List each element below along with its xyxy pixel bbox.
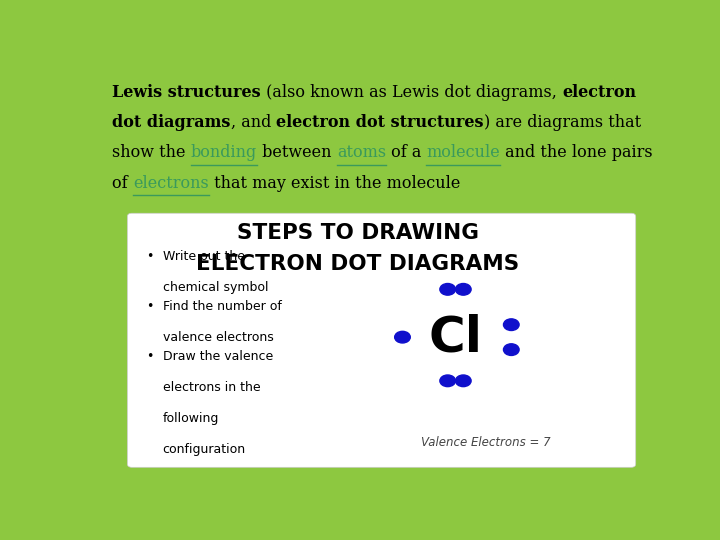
Text: valence electrons: valence electrons [163, 331, 274, 344]
Text: electron: electron [562, 84, 636, 100]
Text: of: of [112, 174, 133, 192]
Text: STEPS TO DRAWING: STEPS TO DRAWING [237, 223, 479, 243]
Text: •: • [145, 349, 153, 363]
Text: dot diagrams: dot diagrams [112, 114, 230, 131]
Text: molecule: molecule [426, 144, 500, 161]
Text: electron dot structures: electron dot structures [276, 114, 484, 131]
Text: between: between [257, 144, 337, 161]
Text: (also known as Lewis dot diagrams,: (also known as Lewis dot diagrams, [261, 84, 562, 100]
Circle shape [456, 375, 471, 387]
Text: ) are diagrams that: ) are diagrams that [484, 114, 641, 131]
Text: ELECTRON DOT DIAGRAMS: ELECTRON DOT DIAGRAMS [197, 254, 519, 274]
Circle shape [503, 319, 519, 330]
Circle shape [440, 375, 456, 387]
Text: •: • [145, 300, 153, 313]
FancyBboxPatch shape [127, 213, 636, 467]
Text: of a: of a [386, 144, 426, 161]
Text: bonding: bonding [191, 144, 257, 161]
Text: electrons in the: electrons in the [163, 381, 260, 394]
Text: •: • [145, 250, 153, 263]
Text: , and: , and [230, 114, 276, 131]
Text: Valence Electrons = 7: Valence Electrons = 7 [421, 436, 551, 449]
Text: that may exist in the molecule: that may exist in the molecule [209, 174, 460, 192]
Circle shape [456, 284, 471, 295]
Circle shape [503, 344, 519, 355]
Text: chemical symbol: chemical symbol [163, 281, 268, 294]
Text: Write out the: Write out the [163, 250, 245, 263]
Text: and the lone pairs: and the lone pairs [500, 144, 653, 161]
Text: show the: show the [112, 144, 191, 161]
Text: Cl: Cl [428, 313, 482, 361]
Text: following: following [163, 412, 219, 425]
Text: atoms: atoms [337, 144, 386, 161]
Circle shape [440, 284, 456, 295]
Text: Find the number of: Find the number of [163, 300, 282, 313]
Text: configuration: configuration [163, 443, 246, 456]
Text: Draw the valence: Draw the valence [163, 349, 273, 363]
Text: Lewis structures: Lewis structures [112, 84, 261, 100]
Circle shape [395, 332, 410, 343]
Text: electrons: electrons [133, 174, 209, 192]
